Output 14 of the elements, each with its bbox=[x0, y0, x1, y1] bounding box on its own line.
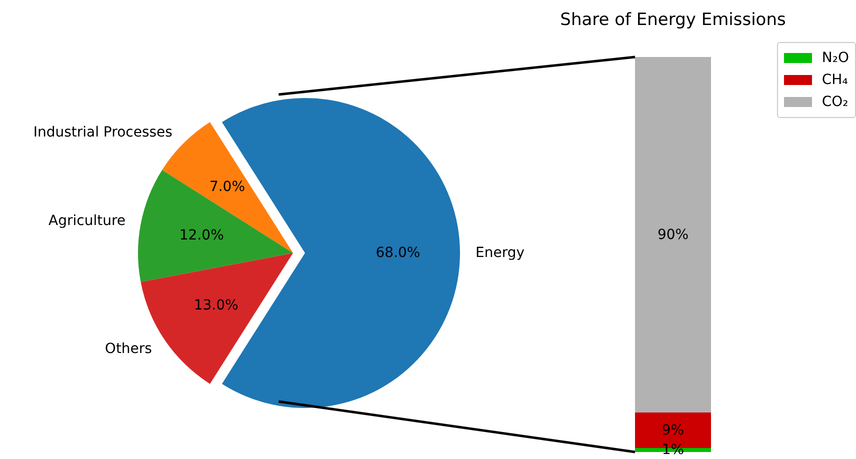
slice-label: Industrial Processes bbox=[33, 124, 172, 140]
chart-title: Share of Energy Emissions bbox=[559, 10, 787, 30]
legend-label: CO₂ bbox=[822, 94, 848, 110]
data-label: 9% bbox=[662, 422, 684, 438]
slice-label: Agriculture bbox=[48, 213, 126, 230]
legend-label: CH₄ bbox=[822, 72, 848, 88]
data-label: 12.0% bbox=[179, 228, 224, 244]
data-label: 68.0% bbox=[376, 245, 420, 261]
legend-label: N₂O bbox=[822, 50, 849, 66]
slice-label: Energy bbox=[476, 245, 525, 261]
data-label: 90% bbox=[657, 226, 689, 243]
data-label: 13.0% bbox=[194, 297, 238, 314]
slice-label: Others bbox=[104, 340, 152, 357]
data-label: 7.0% bbox=[209, 179, 246, 196]
